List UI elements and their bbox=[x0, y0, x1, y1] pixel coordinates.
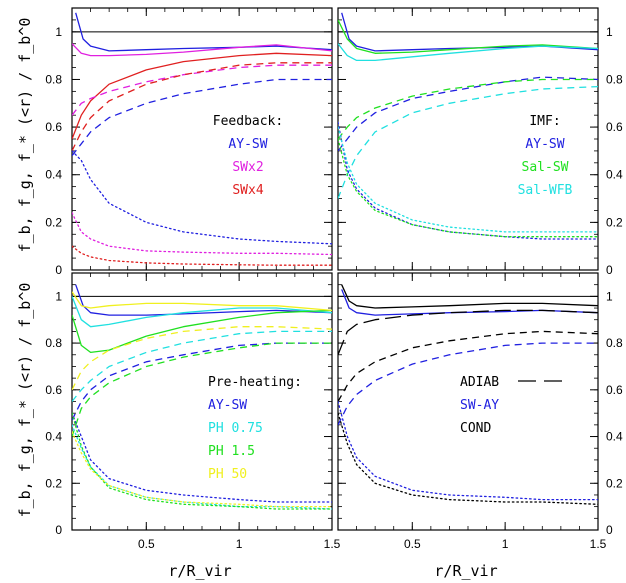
legend-item: PH 1.5 bbox=[208, 444, 255, 459]
series-group bbox=[72, 284, 332, 510]
y-tick-label: 1 bbox=[55, 289, 62, 303]
x-tick-label: 1 bbox=[502, 537, 509, 551]
series-line-solid bbox=[72, 43, 332, 57]
y-tick-label: 0.8 bbox=[606, 336, 623, 350]
y-tick-label: 0.8 bbox=[45, 336, 62, 350]
y-tick-label: 0.2 bbox=[45, 215, 62, 229]
y-tick-label: 0 bbox=[55, 523, 62, 537]
y-tick-label: 0.8 bbox=[606, 72, 623, 86]
legend-title: IMF: bbox=[529, 114, 560, 129]
series-line-solid bbox=[338, 43, 598, 62]
y-tick-label: 0 bbox=[606, 523, 613, 537]
legend-title: Pre-heating: bbox=[208, 375, 302, 390]
x-tick-label: 1.5 bbox=[590, 537, 607, 551]
x-tick-label: 0.5 bbox=[138, 537, 155, 551]
panels-group: 0 0.2 0.4 0.6 0.8 1 Feedback: AY-SW SWx2 SWx4 0 0.2… bbox=[45, 7, 623, 551]
y-tick-label: 1 bbox=[606, 289, 613, 303]
y-tick-label: 0.6 bbox=[606, 383, 623, 397]
x-axis-label-right: r/R_vir bbox=[434, 562, 497, 580]
y-tick-label: 0.6 bbox=[606, 120, 623, 134]
series-line-dashed bbox=[338, 78, 598, 140]
series-line-dashed bbox=[72, 330, 332, 402]
panel-bottom-left: 0 0.2 0.4 0.6 0.8 1 0.5 1 1.5 Pre-heating: AY-SW PH… bbox=[45, 272, 341, 551]
y-tick-label: 0.2 bbox=[606, 476, 623, 490]
legend-item: AY-SW bbox=[228, 137, 267, 152]
series-line-dotted bbox=[72, 412, 332, 510]
x-tick-label: 1.5 bbox=[324, 537, 341, 551]
series-line-dotted bbox=[72, 424, 332, 510]
series-line-solid bbox=[341, 284, 598, 309]
legend-item: Sal-WFB bbox=[518, 183, 573, 198]
y-tick-label: 0.2 bbox=[606, 215, 623, 229]
y-tick-label: 0 bbox=[55, 263, 62, 277]
y-tick-label: 0.2 bbox=[45, 476, 62, 490]
series-line-solid bbox=[75, 12, 332, 52]
legend-title: Feedback: bbox=[213, 114, 283, 129]
series-line-dashed bbox=[72, 78, 332, 157]
y-tick-label: 0.6 bbox=[45, 383, 62, 397]
series-line-dotted bbox=[72, 431, 332, 508]
y-axis-label-top: f_b, f_g, f_* (<r) / f_b^0 bbox=[16, 18, 34, 253]
series-line-dashed bbox=[72, 342, 332, 437]
series-line-dashed bbox=[72, 342, 332, 421]
series-line-dotted bbox=[338, 412, 598, 505]
x-tick-label: 0.5 bbox=[404, 537, 421, 551]
y-axis-label-bottom: f_b, f_g, f_* (<r) / f_b^0 bbox=[16, 283, 34, 518]
series-line-solid bbox=[75, 284, 332, 316]
x-tick-label: 1 bbox=[236, 537, 243, 551]
y-tick-label: 0.4 bbox=[45, 430, 62, 444]
series-line-solid bbox=[72, 291, 332, 312]
series-line-dashed bbox=[72, 62, 332, 152]
series-line-solid bbox=[72, 296, 332, 328]
legend-item: SWx4 bbox=[232, 183, 263, 198]
series-line-dashed bbox=[72, 64, 332, 116]
series-group bbox=[338, 284, 598, 505]
legend-item: COND bbox=[460, 421, 491, 436]
series-line-dotted bbox=[338, 126, 598, 233]
series-line-dashed bbox=[338, 342, 598, 426]
series-line-dotted bbox=[72, 212, 332, 256]
series-line-solid bbox=[341, 289, 598, 316]
y-tick-label: 0.4 bbox=[45, 168, 62, 182]
series-line-solid bbox=[72, 52, 332, 140]
panel-top-left: 0 0.2 0.4 0.6 0.8 1 Feedback: AY-SW SWx2 SWx4 bbox=[45, 7, 333, 277]
legend-item: Sal-SW bbox=[522, 160, 569, 175]
legend-item: PH 50 bbox=[208, 467, 247, 482]
y-tick-label: 0.4 bbox=[606, 168, 623, 182]
series-line-dashed bbox=[72, 326, 332, 391]
y-tick-label: 0.8 bbox=[45, 72, 62, 86]
y-tick-label: 0 bbox=[606, 263, 613, 277]
y-tick-label: 1 bbox=[606, 25, 613, 39]
legend-item: PH 0.75 bbox=[208, 421, 263, 436]
legend-item: ADIAB bbox=[460, 375, 499, 390]
y-tick-label: 0.4 bbox=[606, 430, 623, 444]
series-line-dotted bbox=[72, 150, 332, 245]
series-line-solid bbox=[72, 309, 332, 354]
legend-item: AY-SW bbox=[208, 398, 247, 413]
panel-bottom-right: 0 0.2 0.4 0.6 0.8 1 0.5 1 1.5 ADIAB SW-AY COND bbox=[337, 272, 623, 551]
legend-item: AY-SW bbox=[525, 137, 564, 152]
y-tick-label: 1 bbox=[55, 25, 62, 39]
series-group bbox=[72, 12, 332, 266]
series-line-dotted bbox=[72, 245, 332, 266]
series-line-longdash bbox=[338, 309, 598, 356]
legend-item: SW-AY bbox=[460, 398, 499, 413]
x-axis-label-left: r/R_vir bbox=[168, 562, 231, 580]
legend-item: SWx2 bbox=[232, 160, 263, 175]
panel-top-right: 0 0.2 0.4 0.6 0.8 1 IMF: AY-SW Sal-SW Sal-WFB bbox=[337, 7, 623, 277]
series-line-dotted bbox=[338, 138, 598, 238]
series-line-dotted bbox=[338, 400, 598, 501]
series-line-solid bbox=[338, 19, 598, 54]
series-line-dashed bbox=[338, 330, 598, 402]
y-tick-label: 0.6 bbox=[45, 120, 62, 134]
series-line-dotted bbox=[72, 412, 332, 503]
series-group bbox=[338, 12, 598, 240]
